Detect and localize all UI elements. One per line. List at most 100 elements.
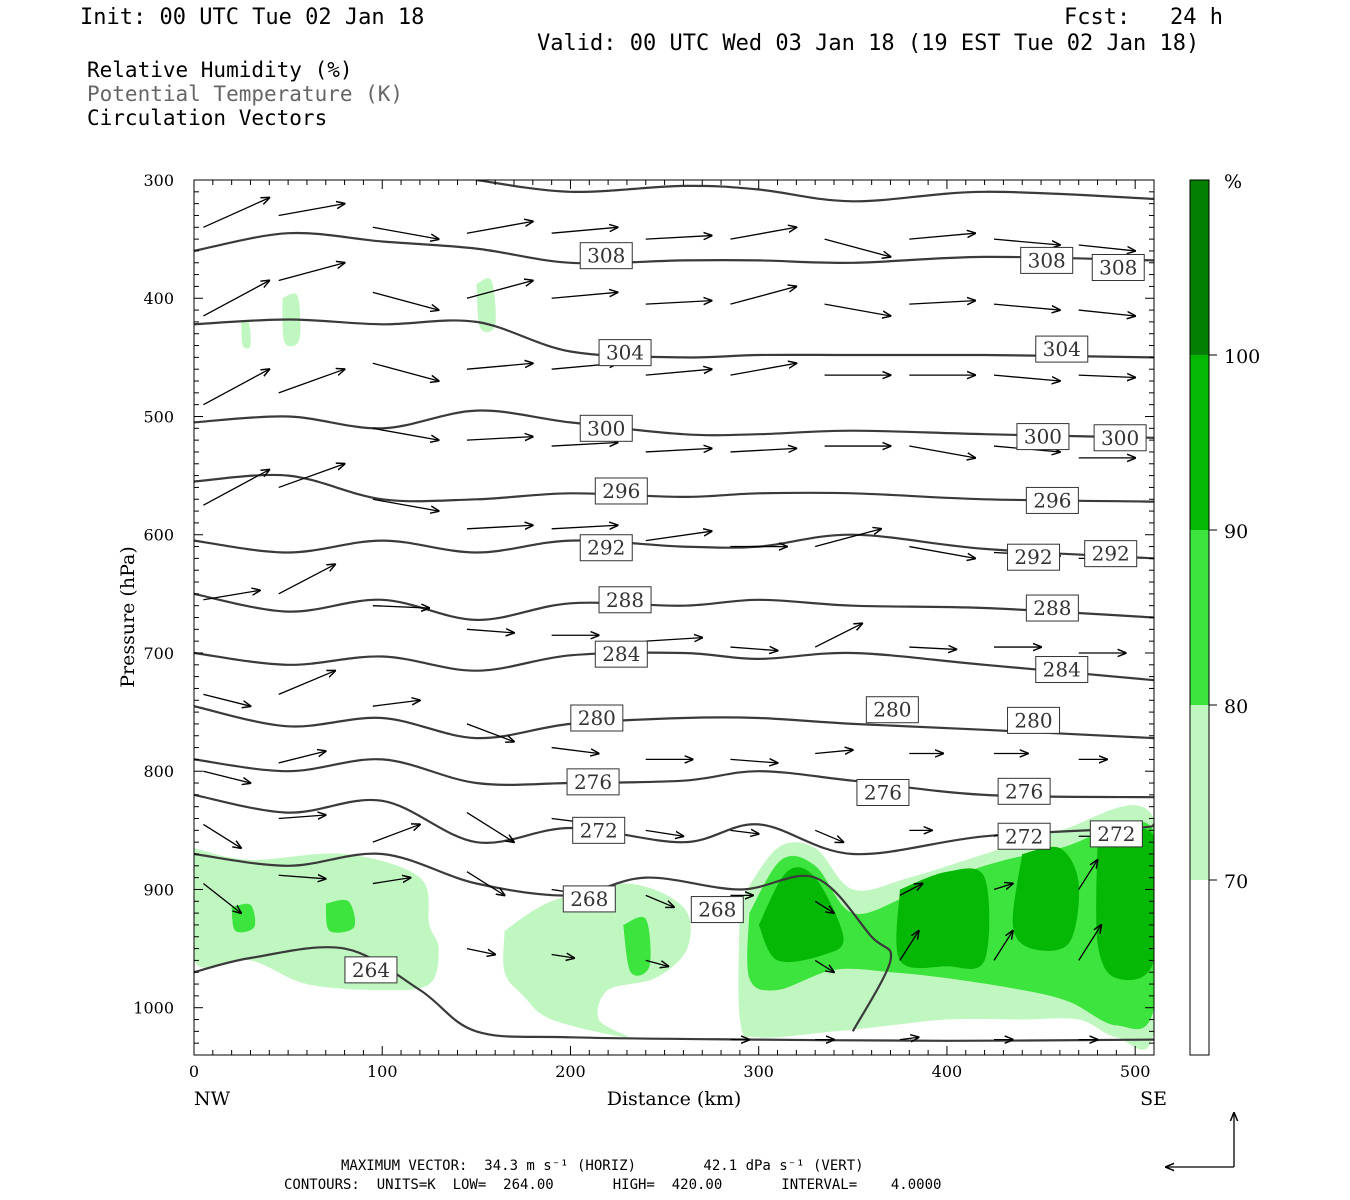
circulation-vector (993, 884, 1013, 891)
contour-label-272: 272 (572, 816, 626, 844)
circulation-vector (466, 723, 514, 742)
contour-label-box (1016, 423, 1070, 451)
contour-label-text: 300 (1101, 426, 1139, 450)
contour-label-308: 308 (1020, 246, 1074, 274)
theta-contour-312 (476, 180, 1154, 203)
circulation-vector (1078, 375, 1135, 377)
circulation-vector (645, 829, 684, 836)
circulation-vector (466, 947, 495, 955)
theta-contour-292 (194, 533, 1154, 560)
x-left-label: NW (194, 1088, 231, 1110)
circulation-vector (730, 227, 796, 240)
contour-label-box (1093, 424, 1147, 452)
contour-label-box (1091, 254, 1145, 281)
circulation-vector (1078, 244, 1135, 251)
axis-layer: 0 100 200 300 400 500 300 400 500 600 700 800 900 100… (133, 171, 1155, 1081)
circulation-vector (909, 445, 975, 458)
x-right-label: SE (1140, 1088, 1167, 1110)
contour-label-304: 304 (1035, 335, 1089, 363)
contour-label-text: 280 (578, 706, 616, 730)
circulation-vector (278, 875, 326, 879)
circulation-vector (815, 529, 881, 548)
contour-label-text: 304 (606, 341, 644, 365)
y-tick-label: 1000 (133, 999, 174, 1018)
circulation-vector (824, 238, 891, 257)
circulation-vector (645, 369, 712, 376)
y-tick-label: 300 (143, 171, 174, 190)
contour-label-box (1025, 486, 1079, 514)
circulation-vector (814, 829, 843, 842)
colorbar-segment (1190, 705, 1209, 880)
contour-label-box (579, 534, 633, 562)
colorbar: 70 80 90 100 (1189, 179, 1260, 1056)
rh-region-90 (1012, 846, 1080, 951)
circulation-vector (466, 525, 533, 529)
colorbar-segment (1190, 880, 1209, 1055)
circulation-vector (645, 236, 712, 240)
colorbar-level-label: 90 (1224, 521, 1248, 543)
init-time: Init: 00 UTC Tue 02 Jan 18 (80, 5, 425, 30)
circulation-vector (1078, 925, 1102, 961)
circulation-vector (203, 198, 269, 228)
theta-contour-264 (194, 946, 1154, 1042)
contour-label-text: 284 (1043, 658, 1081, 682)
circulation-vector (645, 301, 712, 305)
circulation-vector (203, 770, 250, 783)
theta-contour-280 (194, 705, 1154, 740)
y-tick-label: 800 (143, 762, 174, 781)
circulation-vector (278, 464, 345, 489)
circulation-vector (278, 369, 345, 394)
contour-label-280: 280 (570, 704, 624, 732)
circulation-vector (372, 878, 411, 885)
circulation-vector (730, 647, 777, 651)
legend-rh: Relative Humidity (%) (87, 58, 353, 82)
colorbar-unit: % (1224, 171, 1242, 193)
circulation-vector (372, 700, 420, 707)
valid-time: Valid: 00 UTC Wed 03 Jan 18 (19 EST Tue … (537, 31, 1200, 56)
contour-label-308: 308 (579, 242, 633, 270)
circulation-vector (203, 281, 269, 317)
contour-label-text: 308 (1099, 256, 1137, 280)
contour-label-276: 276 (566, 768, 620, 796)
contour-label-268: 268 (690, 896, 744, 924)
circulation-vector (814, 900, 834, 913)
circulation-vector (466, 221, 533, 234)
contour-label-276: 276 (997, 777, 1051, 805)
contour-label-box (344, 956, 398, 984)
theta-contour-308 (194, 231, 1154, 265)
circulation-vector (993, 303, 1060, 310)
contour-label-284: 284 (1035, 656, 1089, 684)
circulation-vector (278, 564, 335, 595)
contour-label-text: 276 (574, 770, 612, 794)
contour-label-box (572, 816, 626, 844)
contour-label-box (1084, 540, 1138, 568)
circulation-vector (1078, 309, 1135, 316)
circulation-vector (372, 226, 439, 239)
circulation-vector (814, 959, 834, 972)
circulation-vector (551, 227, 618, 234)
circulation-vector (909, 545, 975, 559)
contour-label-text: 288 (606, 588, 644, 612)
rh-region-70 (194, 848, 439, 991)
footer-contours: CONTOURS: UNITS=K LOW= 264.00 HIGH= 420.… (284, 1177, 942, 1193)
circulation-vector (909, 647, 956, 649)
circulation-vector (203, 883, 241, 914)
contour-label-box (1020, 246, 1074, 274)
circulation-vector (372, 606, 429, 608)
theta-contour-304 (194, 318, 1154, 359)
circulation-vector (551, 525, 618, 529)
circulation-vector (278, 815, 326, 819)
circulation-vector (551, 443, 618, 447)
circulation-vector (730, 286, 796, 305)
circulation-vector (551, 292, 618, 299)
contour-label-text: 308 (1028, 248, 1066, 272)
theta-contour-296 (194, 473, 1154, 503)
contour-label-text: 268 (698, 898, 736, 922)
rh-region-90 (758, 867, 844, 963)
contour-label-280: 280 (1007, 706, 1061, 734)
contour-label-text: 280 (873, 698, 911, 722)
circulation-vector (203, 590, 259, 601)
contour-label-text: 292 (1092, 542, 1130, 566)
circulation-vector (993, 931, 1013, 961)
contour-label-300: 300 (1093, 424, 1147, 452)
